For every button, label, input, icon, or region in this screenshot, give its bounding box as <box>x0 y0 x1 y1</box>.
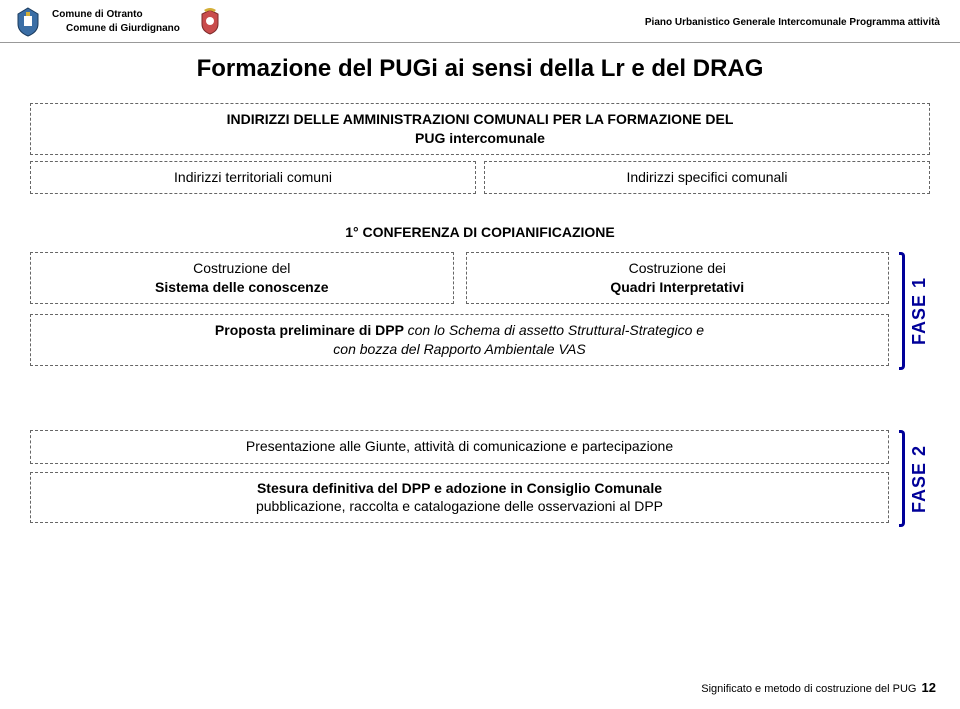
phase1-content: Costruzione del Sistema delle conoscenze… <box>30 252 889 370</box>
bracket-line-icon <box>899 430 905 527</box>
fase1-bracket: FASE 1 <box>899 252 930 370</box>
page-footer: Significato e metodo di costruzione del … <box>701 680 936 695</box>
costr-quadri-line1: Costruzione dei <box>629 260 726 276</box>
phase1-wrap: Costruzione del Sistema delle conoscenze… <box>30 252 930 370</box>
fase2-label: FASE 2 <box>909 445 930 513</box>
page-title: Formazione del PUGi ai sensi della Lr e … <box>30 55 930 83</box>
costruzione-quadri-box: Costruzione dei Quadri Interpretativi <box>466 252 890 304</box>
dpp-italic1: con lo Schema di assetto Struttural-Stra… <box>408 322 704 338</box>
header-right-text: Piano Urbanistico Generale Intercomunale… <box>645 17 940 28</box>
stesura-box: Stesura definitiva del DPP e adozione in… <box>30 472 889 524</box>
indirizzi-box: INDIRIZZI DELLE AMMINISTRAZIONI COMUNALI… <box>30 103 930 155</box>
page-header: Comune di Otranto Comune di Giurdignano … <box>0 0 960 43</box>
conferenza-label: 1° CONFERENZA DI COPIANIFICAZIONE <box>30 224 930 240</box>
costruzione-sistema-box: Costruzione del Sistema delle conoscenze <box>30 252 454 304</box>
phase2-content: Presentazione alle Giunte, attività di c… <box>30 430 889 527</box>
indirizzi-territoriali-box: Indirizzi territoriali comuni <box>30 161 476 195</box>
phase2-wrap: Presentazione alle Giunte, attività di c… <box>30 430 930 527</box>
page-number: 12 <box>922 680 936 695</box>
costr-sistema-line2: Sistema delle conoscenze <box>155 279 329 295</box>
header-program-label: Programma attività <box>849 17 940 28</box>
footer-text: Significato e metodo di costruzione del … <box>701 683 916 695</box>
indirizzi-specifici-box: Indirizzi specifici comunali <box>484 161 930 195</box>
presentazione-box: Presentazione alle Giunte, attività di c… <box>30 430 889 464</box>
costr-sistema-line1: Costruzione del <box>193 260 290 276</box>
crest-giurdignano-icon <box>192 4 228 40</box>
comune-otranto-label: Comune di Otranto <box>52 8 180 22</box>
dpp-prefix: Proposta preliminare di DPP <box>215 322 408 338</box>
fase1-label: FASE 1 <box>909 277 930 345</box>
dpp-italic2: con bozza del Rapporto Ambientale VAS <box>333 341 585 357</box>
indirizzi-row: Indirizzi territoriali comuni Indirizzi … <box>30 161 930 199</box>
header-left-text: Comune di Otranto Comune di Giurdignano <box>52 8 180 36</box>
indirizzi-line1: INDIRIZZI DELLE AMMINISTRAZIONI COMUNALI… <box>227 111 734 127</box>
stesura-line2: pubblicazione, raccolta e catalogazione … <box>256 498 663 514</box>
crest-otranto-icon <box>10 4 46 40</box>
indirizzi-line2: PUG intercomunale <box>415 130 545 146</box>
stesura-line1: Stesura definitiva del DPP e adozione in… <box>257 480 662 496</box>
bracket-line-icon <box>899 252 905 370</box>
header-plan-label: Piano Urbanistico Generale Intercomunale <box>645 17 850 28</box>
fase2-bracket: FASE 2 <box>899 430 930 527</box>
comune-giurdignano-label: Comune di Giurdignano <box>66 22 180 36</box>
costruzione-row: Costruzione del Sistema delle conoscenze… <box>30 252 889 308</box>
content-area: Formazione del PUGi ai sensi della Lr e … <box>0 43 960 527</box>
costr-quadri-line2: Quadri Interpretativi <box>610 279 744 295</box>
dpp-box: Proposta preliminare di DPP con lo Schem… <box>30 314 889 366</box>
